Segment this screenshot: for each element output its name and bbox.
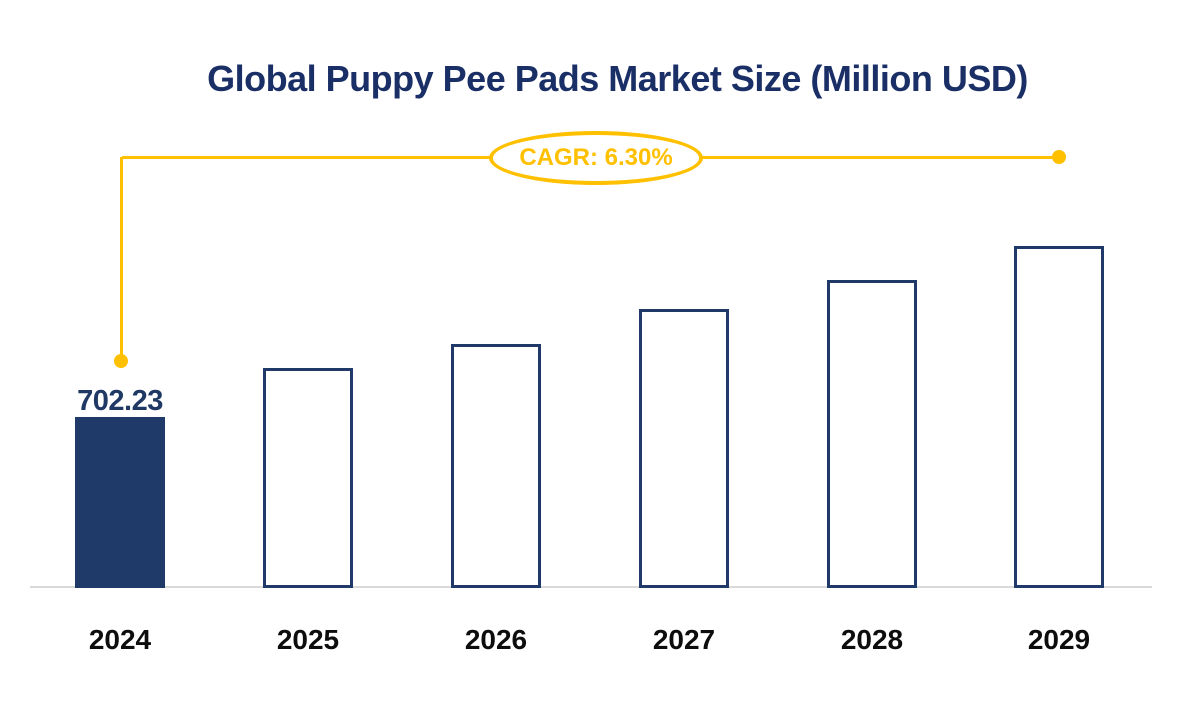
x-axis-line [30, 586, 1152, 588]
chart-title: Global Puppy Pee Pads Market Size (Milli… [207, 58, 1028, 99]
bar-2028 [827, 280, 917, 588]
x-axis-label-2027: 2027 [652, 624, 716, 655]
cagr-ellipse: CAGR: 6.30% [489, 131, 703, 185]
bar-2024 [75, 417, 165, 588]
value-label-2024: 702.23 [77, 385, 163, 417]
bar-2029 [1014, 246, 1104, 588]
x-axis-label-2028: 2028 [840, 624, 904, 655]
cagr-label: CAGR: 6.30% [519, 144, 673, 171]
cagr-connector-end-dot [1052, 150, 1066, 164]
cagr-connector-vertical-line [120, 157, 123, 361]
x-axis-label-2029: 2029 [1027, 624, 1091, 655]
bar-2027 [639, 309, 729, 588]
bar-2026 [451, 344, 541, 588]
cagr-connector-start-dot [114, 354, 128, 368]
x-axis-label-2024: 2024 [88, 624, 152, 655]
x-axis-label-2025: 2025 [276, 624, 340, 655]
bar-2025 [263, 368, 353, 588]
x-axis-label-2026: 2026 [464, 624, 528, 655]
